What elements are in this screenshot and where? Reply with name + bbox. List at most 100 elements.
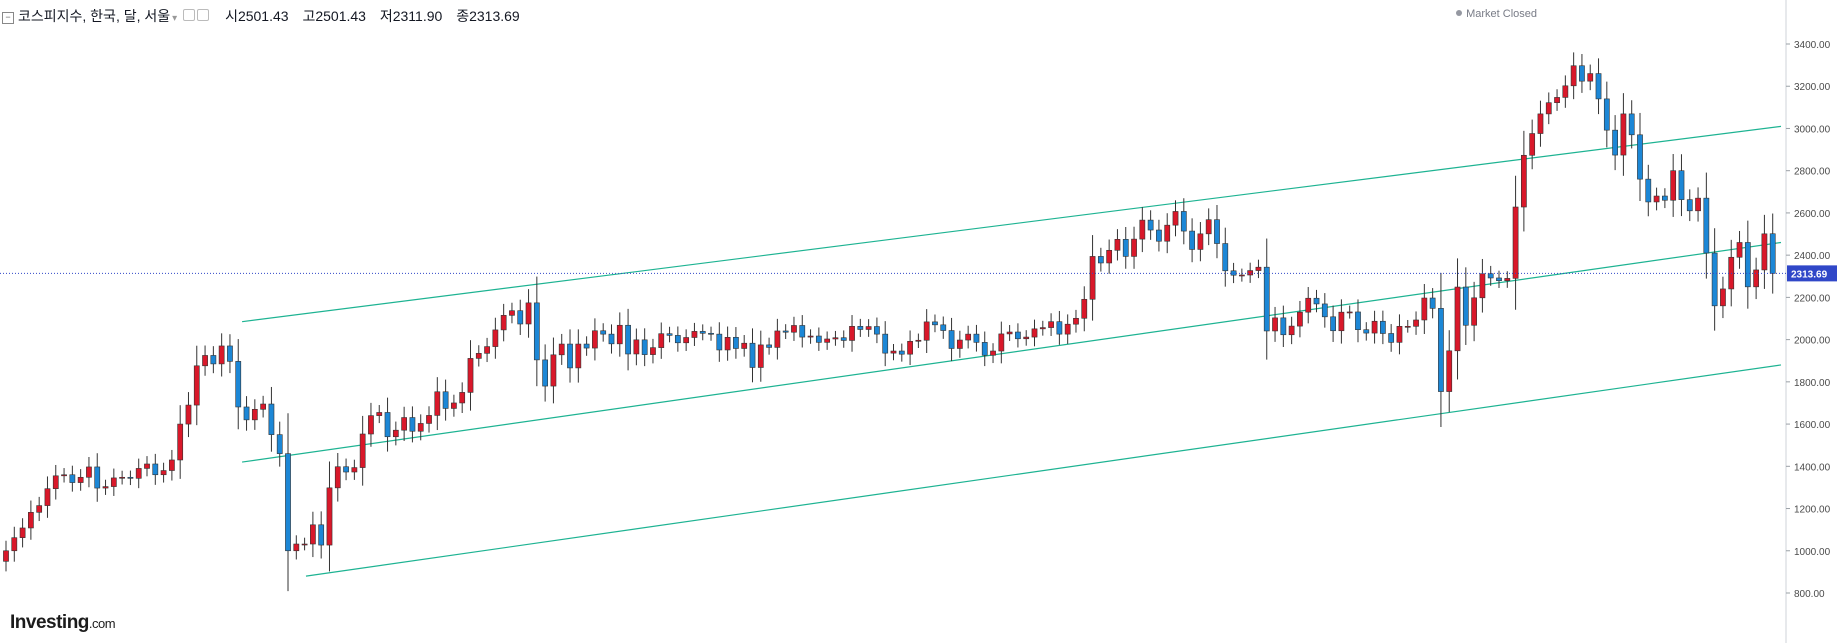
high-label: 고 — [302, 8, 316, 24]
candle-body — [1122, 239, 1129, 257]
close-label: 종 — [456, 8, 470, 24]
candle-body — [1413, 319, 1419, 327]
candle-body — [1761, 233, 1768, 271]
candle-body — [1023, 336, 1030, 340]
candle-body — [467, 358, 474, 393]
candle-body — [1421, 297, 1428, 321]
candle-body — [401, 417, 408, 431]
candle-body — [558, 343, 565, 356]
candle-body — [1537, 113, 1544, 134]
candle-body — [1579, 65, 1585, 82]
candle-body — [1139, 219, 1146, 240]
candle-body — [1695, 197, 1701, 212]
candle-body — [907, 341, 913, 355]
candle-body — [1015, 331, 1021, 340]
settings-icon[interactable] — [183, 9, 196, 21]
candle-body — [1595, 73, 1602, 100]
candle-body — [1612, 129, 1618, 156]
candle-body — [1156, 229, 1162, 242]
candle-body — [1438, 308, 1444, 392]
candle-body — [1628, 113, 1635, 136]
y-tick-label: 3400.00 — [1794, 40, 1831, 51]
candle-body — [1504, 278, 1511, 282]
candle-body — [61, 474, 67, 477]
candle-body — [1180, 211, 1187, 232]
candle-body — [77, 476, 84, 483]
candle-body — [517, 310, 524, 325]
candle-body — [674, 335, 681, 344]
y-tick-label: 1600.00 — [1794, 420, 1831, 431]
candle-body — [915, 339, 922, 342]
candle-body — [1313, 297, 1320, 305]
candle-body — [1106, 249, 1113, 264]
candle-body — [135, 468, 142, 479]
market-status-text: Market Closed — [1466, 8, 1537, 20]
candle-body — [650, 347, 656, 355]
candle-body — [965, 333, 972, 341]
market-status: Market Closed — [1456, 8, 1537, 20]
candle-body — [1454, 286, 1461, 352]
candle-body — [1462, 286, 1469, 326]
candle-body — [177, 423, 184, 461]
candle-body — [600, 330, 607, 335]
candle-body — [575, 343, 582, 369]
candle-body — [36, 505, 43, 513]
candle-body — [1305, 297, 1312, 313]
candle-body — [849, 326, 855, 341]
candle-body — [592, 330, 598, 349]
candle-body — [1255, 266, 1262, 271]
candle-body — [1769, 233, 1776, 274]
candle-body — [44, 488, 51, 506]
candle-body — [484, 346, 490, 354]
candle-body — [1371, 320, 1378, 334]
candle-body — [144, 463, 150, 469]
candle-body — [1238, 274, 1245, 277]
candle-body — [1736, 242, 1743, 258]
logo-suffix: .com — [88, 616, 116, 631]
candle-body — [1048, 321, 1054, 328]
candle-body — [782, 330, 789, 333]
candle-body — [86, 466, 92, 478]
candle-body — [251, 408, 258, 421]
candle-body — [1205, 219, 1212, 235]
y-tick-label: 2400.00 — [1794, 251, 1831, 262]
candle-body — [1031, 328, 1038, 338]
candle-body — [52, 475, 59, 489]
candle-body — [1363, 329, 1370, 334]
source-icon[interactable] — [197, 9, 210, 21]
candle-body — [1603, 98, 1610, 131]
candle-body — [94, 466, 101, 489]
candle-body — [1280, 317, 1287, 336]
candle-body — [285, 453, 291, 552]
candle-body — [874, 326, 880, 335]
instrument-name[interactable]: 코스피지수, 한국, 달, 서울 — [18, 8, 171, 24]
candle-body — [1653, 195, 1660, 203]
candle-body — [1429, 297, 1436, 309]
y-tick-label: 2600.00 — [1794, 209, 1831, 220]
candle-body — [293, 543, 300, 552]
candle-body — [932, 321, 938, 326]
candle-body — [301, 543, 308, 546]
candle-body — [1720, 288, 1726, 307]
candle-body — [1247, 270, 1254, 276]
candle-body — [1039, 327, 1046, 330]
candle-body — [1479, 273, 1486, 299]
candle-body — [865, 326, 872, 330]
candle-body — [774, 330, 781, 348]
collapse-icon[interactable]: − — [2, 12, 14, 24]
candle-body — [608, 333, 615, 345]
candle-body — [442, 391, 449, 409]
candle-body — [426, 415, 432, 424]
candle-body — [1056, 321, 1063, 335]
chevron-down-icon[interactable]: ▾ — [172, 13, 178, 24]
candle-body — [3, 550, 9, 562]
status-dot-icon — [1456, 10, 1463, 16]
candle-body — [1562, 85, 1569, 98]
candle-body — [666, 333, 673, 336]
candle-body — [210, 355, 217, 365]
candle-body — [392, 429, 399, 438]
open-value: 2501.43 — [237, 8, 289, 24]
candle-body — [384, 412, 391, 438]
candle-body — [791, 325, 797, 333]
